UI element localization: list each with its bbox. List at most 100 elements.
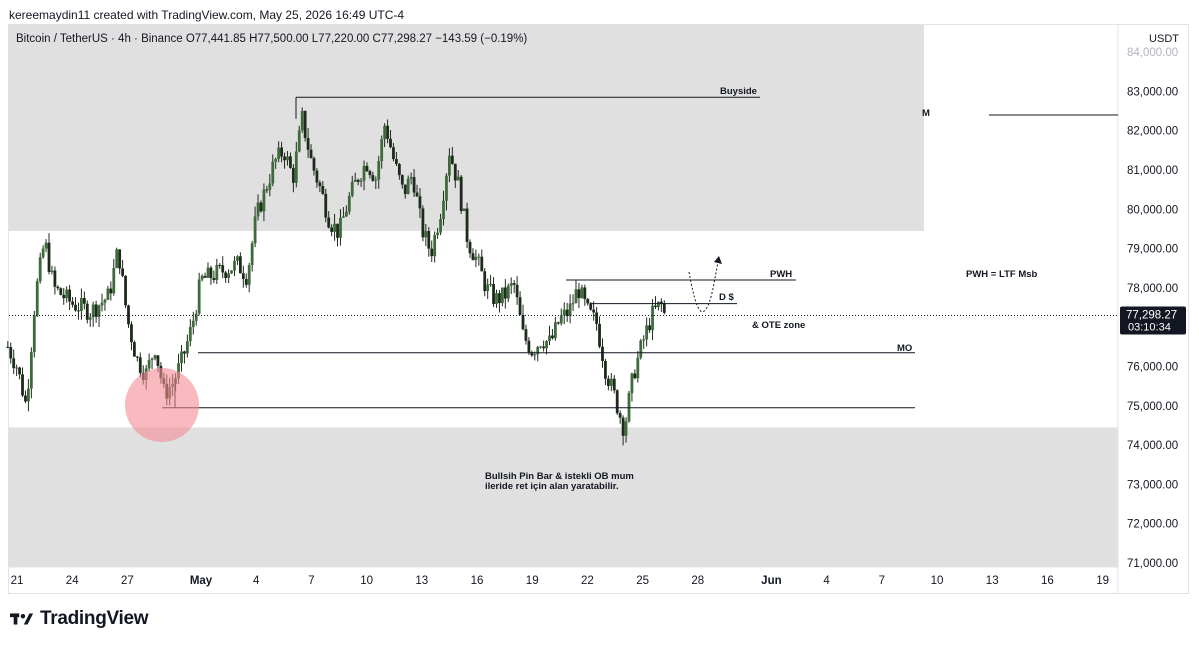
candle-body (238, 256, 242, 274)
candle-body (521, 314, 525, 330)
tradingview-logo-icon (10, 613, 34, 625)
candle-body (553, 322, 557, 339)
x-tick-label: 19 (1096, 575, 1109, 587)
candle-body (439, 219, 442, 233)
candle-body (542, 346, 546, 349)
candle-body (347, 195, 351, 212)
candle-body (68, 289, 72, 302)
candle-body (91, 304, 95, 318)
candle-body (268, 183, 272, 190)
y-tick-label: 83,000.00 (1127, 86, 1178, 98)
candle-body (657, 301, 660, 308)
tradingview-logo[interactable]: TradingView (10, 608, 149, 630)
candle-body (365, 165, 369, 172)
candle-body (489, 283, 493, 285)
candle-body (41, 248, 45, 258)
x-tick-label: 7 (879, 575, 885, 587)
candle-body (389, 138, 392, 148)
candle-body (618, 413, 622, 418)
candle-body (18, 367, 21, 375)
candle-body (130, 324, 133, 343)
candle-body (339, 217, 342, 238)
candle-body (103, 299, 107, 303)
candle-body (77, 310, 80, 312)
candle-body (412, 177, 416, 193)
candle-body (321, 186, 325, 194)
ote-zone-label: & OTE zone (752, 320, 805, 331)
candle-body (333, 223, 336, 232)
candle-body (442, 200, 445, 220)
candle-body (383, 125, 387, 140)
candle-body (230, 270, 233, 274)
candle-body (359, 180, 363, 182)
candle-body (233, 260, 236, 271)
note-line-1: Bullsih Pin Bar & istekli OB mum (485, 471, 634, 482)
x-tick-label: 22 (581, 575, 594, 587)
pwh-label: PWH (770, 269, 792, 280)
candle-body (274, 158, 278, 162)
upper-supply-zone (9, 25, 924, 231)
candle-body (648, 325, 651, 331)
x-tick-label: 13 (415, 575, 428, 587)
candle-body (294, 151, 298, 183)
candle-body (150, 358, 154, 361)
candle-body (309, 149, 313, 159)
candle-body (118, 249, 122, 269)
candle-body (124, 275, 127, 306)
candle-body (424, 231, 428, 238)
candle-body (548, 335, 551, 341)
candle-body (353, 179, 357, 182)
y-tick-label: 78,000.00 (1127, 283, 1178, 295)
candle-body (138, 357, 142, 373)
candle-body (44, 242, 48, 249)
candle-body (559, 315, 563, 324)
candle-body (551, 335, 554, 339)
candle-body (32, 315, 36, 352)
candle-body (415, 192, 419, 197)
x-tick-label: 28 (691, 575, 704, 587)
candle-body (71, 301, 74, 305)
candle-body (606, 378, 610, 386)
symbol-legend[interactable]: Bitcoin / TetherUS · 4h · Binance O77,44… (16, 33, 528, 45)
m-label: M (922, 108, 930, 119)
candle-body (56, 286, 60, 289)
candle-body (350, 181, 354, 196)
candle-body (483, 271, 487, 292)
chart-frame (8, 24, 1189, 594)
candle-body (498, 293, 501, 304)
candle-body (445, 175, 448, 201)
candle-body (15, 367, 19, 369)
y-tick-label: 76,000.00 (1127, 362, 1178, 374)
candle-body (203, 275, 207, 278)
currency-label[interactable]: USDT (1149, 33, 1179, 45)
candle-body (659, 301, 663, 304)
candle-body (297, 130, 301, 152)
candle-body (303, 110, 307, 138)
candle-body (392, 147, 395, 160)
candle-body (418, 196, 422, 209)
candle-body (24, 395, 27, 402)
candle-body (509, 283, 513, 286)
candle-body (185, 341, 189, 354)
candle-body (503, 287, 507, 299)
candle-body (227, 273, 230, 278)
x-tick-label: 21 (11, 575, 24, 587)
candle-body (580, 287, 584, 299)
candle-body (468, 241, 472, 254)
candle-body (395, 159, 398, 164)
candle-body (74, 304, 77, 311)
candle-body (271, 161, 275, 184)
candle-body (524, 329, 528, 341)
projection-arrow-icon (714, 256, 722, 264)
bar-countdown: 03:10:34 (1128, 321, 1171, 333)
projection-path (688, 261, 719, 313)
candle-body (112, 267, 116, 294)
y-tick-label: 80,000.00 (1127, 204, 1178, 216)
last-price-tag (1120, 306, 1186, 335)
candle-body (327, 217, 331, 228)
candle-body (244, 279, 248, 285)
ds-label: D $ (719, 292, 735, 303)
candle-body (427, 231, 431, 249)
candle-body (29, 351, 33, 389)
